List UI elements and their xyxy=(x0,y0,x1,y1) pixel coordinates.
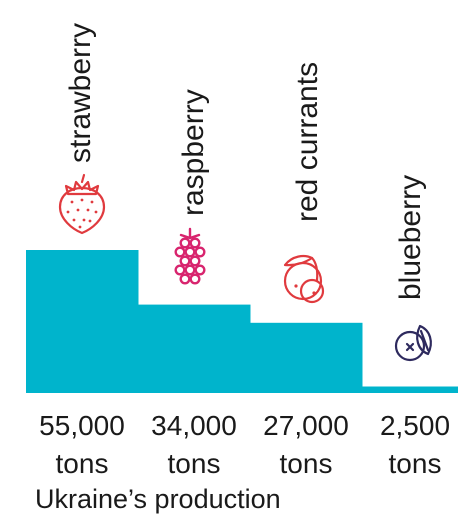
unit-label: tons xyxy=(56,448,109,479)
category-label-raspberry: raspberry xyxy=(177,89,210,216)
blueberry-icon xyxy=(394,324,432,362)
value-label: 2,500 xyxy=(380,410,450,441)
value-label: 55,000 xyxy=(39,410,125,441)
unit-label: tons xyxy=(280,448,333,479)
bars-group xyxy=(26,250,458,393)
chart-caption: Ukraine’s production xyxy=(35,484,281,514)
raspberry-icon xyxy=(174,227,206,285)
bar-raspberry xyxy=(138,304,251,393)
strawberry-icon xyxy=(58,173,106,235)
bar-red-currants xyxy=(250,322,363,393)
category-label-strawberry: strawberry xyxy=(64,23,97,163)
bar-strawberry xyxy=(26,250,139,393)
icons-group xyxy=(58,173,432,362)
category-labels-group: strawberry raspberry red currants blueberry xyxy=(64,23,427,300)
unit-label: tons xyxy=(168,448,221,479)
value-label: 34,000 xyxy=(151,410,237,441)
unit-label: tons xyxy=(389,448,442,479)
bar-blueberry xyxy=(362,386,458,393)
category-label-red-currants: red currants xyxy=(291,62,324,222)
value-label: 27,000 xyxy=(263,410,349,441)
category-label-blueberry: blueberry xyxy=(394,175,427,300)
red-currants-icon xyxy=(283,254,325,304)
value-labels-group: 55,000 tons 34,000 tons 27,000 tons 2,500 tons xyxy=(39,410,450,479)
